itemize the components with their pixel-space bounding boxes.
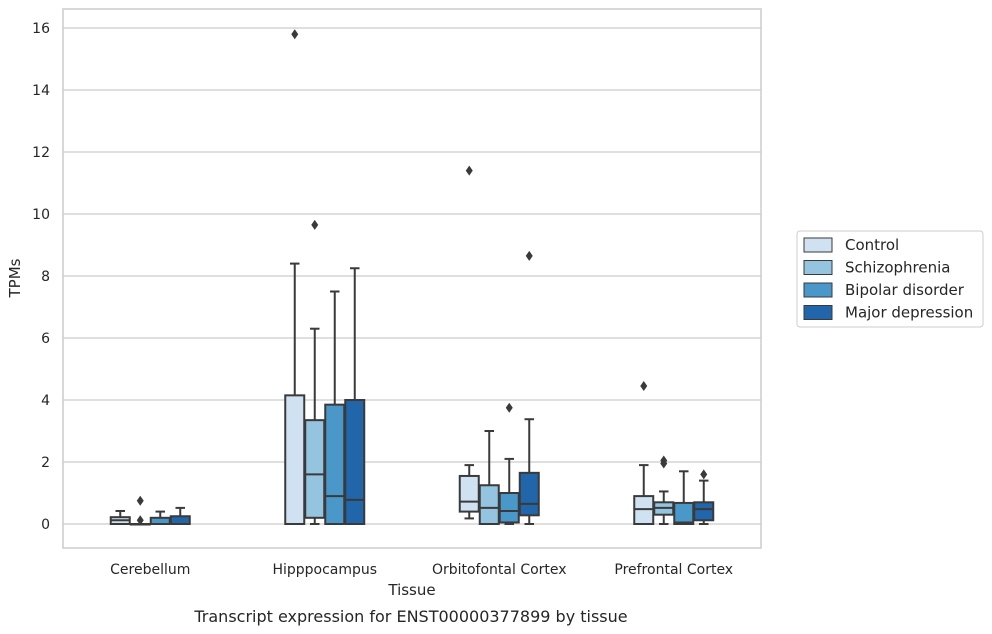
y-tick-label: 10 (32, 207, 50, 223)
box-control (284, 29, 306, 525)
box-body (344, 399, 366, 525)
gridlines (63, 27, 761, 525)
box-body (458, 474, 480, 513)
chart-title: Transcript expression for ENST0000037789… (193, 607, 627, 626)
outlier-point (465, 165, 473, 176)
box-major-depression (344, 267, 366, 525)
plot-frame (62, 8, 762, 549)
box-schizophrenia (304, 219, 326, 525)
legend-swatch (803, 237, 833, 253)
box-body (284, 394, 306, 525)
y-tick-label: 4 (41, 393, 50, 409)
y-tick-label: 14 (32, 83, 50, 99)
y-axis-label: TPMs (6, 258, 24, 298)
outlier-point (660, 458, 668, 469)
box-control (633, 381, 655, 526)
box-series (109, 29, 715, 526)
x-tick-label: Cerebellum (110, 562, 190, 578)
box-body (693, 501, 715, 522)
box-major-depression (518, 250, 540, 525)
x-tick-label: Orbitofontal Cortex (432, 562, 567, 578)
box-major-depression (693, 469, 715, 525)
legend-swatch (803, 282, 833, 298)
box-bipolar-disorder (498, 402, 520, 525)
outlier-point (505, 402, 513, 413)
box-body (518, 471, 540, 517)
box-body (673, 501, 695, 526)
y-tick-label: 16 (32, 21, 50, 37)
y-tick-label: 8 (41, 269, 50, 285)
legend-frame (796, 230, 984, 328)
box-control (458, 165, 480, 520)
box-bipolar-disorder (673, 470, 695, 526)
outlier-point (525, 250, 533, 261)
box-body (304, 419, 326, 519)
y-tick-label: 6 (41, 331, 50, 347)
box-control (109, 509, 131, 525)
box-bipolar-disorder (149, 510, 171, 525)
legend-label: Schizophrenia (845, 259, 950, 277)
legend-label: Bipolar disorder (845, 281, 965, 299)
box-body (169, 515, 191, 525)
legend-label: Major depression (845, 304, 973, 322)
box-body (498, 492, 520, 524)
outlier-point (136, 515, 144, 526)
box-schizophrenia (478, 430, 500, 525)
y-tick-labels: 0 2 4 6 8 10 12 14 16 (32, 21, 50, 533)
legend: Control Schizophrenia Bipolar disorder Majo… (796, 230, 984, 328)
x-tick-label: Prefrontal Cortex (614, 562, 733, 578)
box-major-depression (169, 506, 191, 525)
x-axis-label: Tissue (387, 581, 435, 599)
outlier-point (640, 381, 648, 392)
x-tick-label: Hipppocampus (272, 562, 377, 578)
x-tick-labels: Cerebellum Hipppocampus Orbitofontal Corte… (110, 562, 733, 578)
y-tick-label: 12 (32, 145, 50, 161)
outlier-point (311, 219, 319, 230)
box-body (324, 403, 346, 525)
outlier-point (136, 495, 144, 506)
outlier-point (700, 469, 708, 480)
legend-label: Control (845, 236, 899, 254)
box-schizophrenia (653, 455, 675, 525)
y-tick-label: 2 (41, 455, 50, 471)
legend-swatch (803, 260, 833, 275)
box-body (478, 484, 500, 525)
y-tick-label: 0 (41, 517, 50, 533)
outlier-point (291, 29, 299, 40)
box-schizophrenia (129, 495, 151, 526)
box-bipolar-disorder (324, 290, 346, 525)
legend-swatch (803, 305, 833, 320)
